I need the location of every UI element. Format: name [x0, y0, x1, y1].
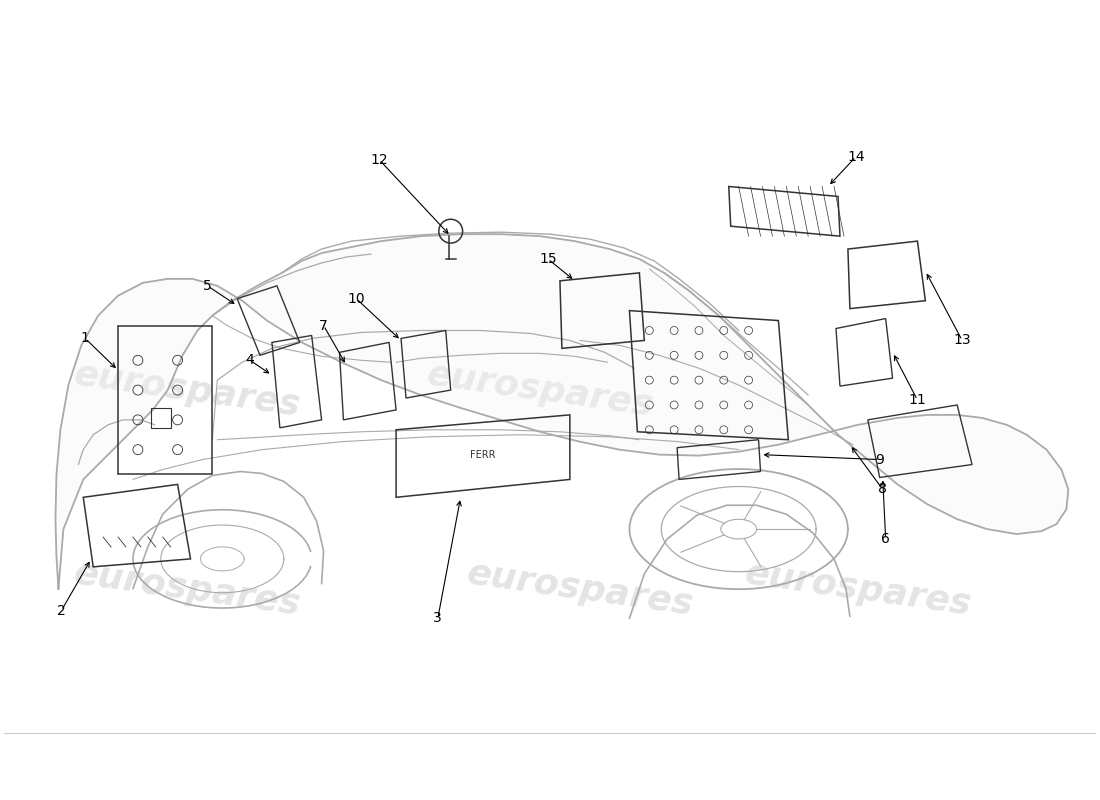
Text: 3: 3: [433, 611, 442, 626]
Text: eurospares: eurospares: [425, 358, 656, 423]
Text: eurospares: eurospares: [464, 556, 695, 622]
Text: 9: 9: [876, 453, 884, 466]
Text: 8: 8: [878, 482, 887, 496]
Text: 14: 14: [847, 150, 865, 164]
Text: eurospares: eurospares: [72, 358, 304, 423]
Text: 15: 15: [539, 252, 557, 266]
Text: 5: 5: [204, 278, 212, 293]
Text: 12: 12: [371, 153, 388, 166]
Text: eurospares: eurospares: [742, 556, 974, 622]
Text: 2: 2: [57, 603, 66, 618]
Text: 6: 6: [881, 532, 890, 546]
Text: 10: 10: [348, 292, 365, 306]
Text: 11: 11: [909, 393, 926, 407]
Text: 7: 7: [319, 318, 328, 333]
Text: eurospares: eurospares: [72, 556, 304, 622]
Text: 4: 4: [245, 354, 254, 367]
Text: 1: 1: [80, 331, 90, 346]
Text: 13: 13: [954, 334, 971, 347]
Text: FERR: FERR: [470, 450, 495, 460]
Polygon shape: [55, 234, 1068, 589]
